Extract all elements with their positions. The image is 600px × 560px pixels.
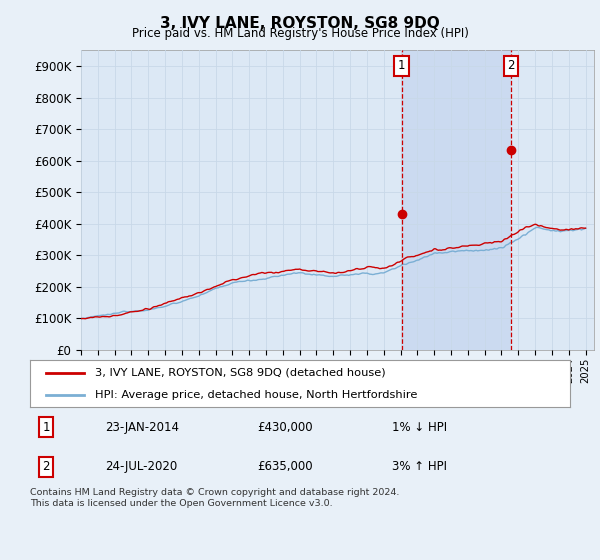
Text: 23-JAN-2014: 23-JAN-2014: [106, 421, 179, 434]
Text: 24-JUL-2020: 24-JUL-2020: [106, 460, 178, 473]
Text: £635,000: £635,000: [257, 460, 313, 473]
Text: 2: 2: [507, 59, 515, 72]
Text: 1% ↓ HPI: 1% ↓ HPI: [392, 421, 447, 434]
Text: 3% ↑ HPI: 3% ↑ HPI: [392, 460, 447, 473]
Text: HPI: Average price, detached house, North Hertfordshire: HPI: Average price, detached house, Nort…: [95, 390, 417, 400]
Text: Price paid vs. HM Land Registry's House Price Index (HPI): Price paid vs. HM Land Registry's House …: [131, 27, 469, 40]
Text: 3, IVY LANE, ROYSTON, SG8 9DQ: 3, IVY LANE, ROYSTON, SG8 9DQ: [160, 16, 440, 31]
Text: 3, IVY LANE, ROYSTON, SG8 9DQ (detached house): 3, IVY LANE, ROYSTON, SG8 9DQ (detached …: [95, 368, 385, 378]
Text: 1: 1: [398, 59, 406, 72]
Text: 2: 2: [43, 460, 50, 473]
Text: Contains HM Land Registry data © Crown copyright and database right 2024.
This d: Contains HM Land Registry data © Crown c…: [30, 488, 400, 508]
Bar: [402, 50, 511, 350]
Text: £430,000: £430,000: [257, 421, 313, 434]
Text: 1: 1: [43, 421, 50, 434]
